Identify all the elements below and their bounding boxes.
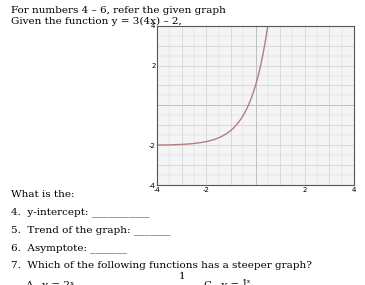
Text: 1ˣ: 1ˣ bbox=[242, 279, 251, 285]
Text: C.  y =: C. y = bbox=[204, 281, 240, 285]
Text: A.  y = 2ˣ: A. y = 2ˣ bbox=[26, 281, 75, 285]
Text: What is the:: What is the: bbox=[11, 190, 74, 199]
Text: 5.  Trend of the graph: _______: 5. Trend of the graph: _______ bbox=[11, 225, 170, 235]
Text: 7.  Which of the following functions has a steeper graph?: 7. Which of the following functions has … bbox=[11, 261, 312, 270]
Text: 1: 1 bbox=[179, 272, 186, 281]
Text: 4.  y-intercept: ___________: 4. y-intercept: ___________ bbox=[11, 207, 149, 217]
Text: Given the function y = 3(4x) – 2,: Given the function y = 3(4x) – 2, bbox=[11, 17, 182, 26]
Text: For numbers 4 – 6, refer the given graph: For numbers 4 – 6, refer the given graph bbox=[11, 6, 226, 15]
Text: 6.  Asymptote: _______: 6. Asymptote: _______ bbox=[11, 243, 127, 253]
